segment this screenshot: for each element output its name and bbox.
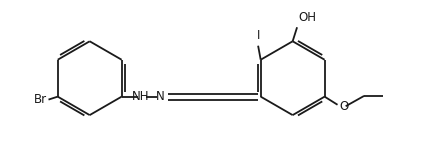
- Text: NH: NH: [132, 90, 150, 103]
- Text: Br: Br: [34, 93, 47, 106]
- Text: N: N: [156, 90, 164, 103]
- Text: OH: OH: [298, 11, 316, 24]
- Text: I: I: [256, 29, 260, 42]
- Text: O: O: [339, 100, 348, 113]
